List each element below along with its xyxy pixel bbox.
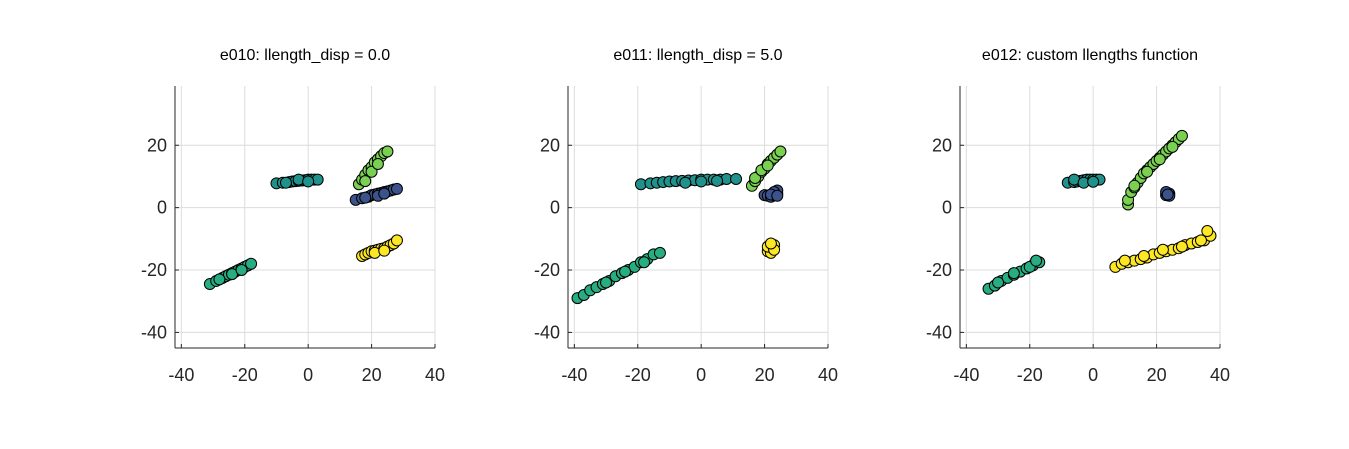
scatter-point: [774, 145, 787, 158]
scatter-point: [619, 265, 632, 278]
x-tick-label: 20: [362, 365, 382, 385]
x-tick-label: 20: [755, 365, 775, 385]
scatter-point: [638, 256, 651, 269]
scatter-point: [378, 244, 391, 257]
y-tick-label: 20: [540, 135, 560, 155]
scatter-series-6: [356, 234, 403, 262]
scatter-point: [711, 174, 724, 187]
scatter-point: [213, 273, 226, 286]
scatter-series-5: [352, 145, 394, 191]
x-tick-label: -40: [953, 365, 979, 385]
scatter-point: [1156, 243, 1169, 256]
scatter-point: [1087, 175, 1100, 188]
scatter-point: [771, 189, 784, 202]
y-tick-label: -40: [141, 322, 167, 342]
y-tick-label: 0: [942, 198, 952, 218]
scatter-point: [1030, 254, 1043, 267]
scatter-point: [679, 176, 692, 189]
scatter-series-2: [1061, 173, 1106, 189]
scatter-point: [1166, 140, 1179, 153]
scatter-series-3: [571, 246, 666, 305]
x-tick-label: -20: [625, 365, 651, 385]
panel-title: e011: llength_disp = 5.0: [613, 47, 782, 64]
scatter-series-2: [634, 172, 743, 191]
scatter-point: [1141, 165, 1154, 178]
scatter-point: [245, 257, 258, 270]
scatter-point: [365, 165, 378, 178]
scatter-point: [1007, 267, 1020, 280]
scatter-point: [761, 159, 774, 172]
scatter-point: [1201, 225, 1214, 238]
scatter-series-3: [982, 254, 1046, 295]
scatter-point: [378, 187, 391, 200]
x-tick-label: -20: [232, 365, 258, 385]
y-tick-label: -20: [141, 260, 167, 280]
y-tick-label: 0: [550, 198, 560, 218]
x-tick-label: 0: [1088, 365, 1098, 385]
scatter-point: [1175, 240, 1188, 253]
scatter-point: [235, 264, 248, 277]
scatter-point: [1128, 179, 1141, 192]
scatter-panel-1: -40 -20 0 20 40 -40 -20 0 20 e010: llength_disp =…: [141, 47, 445, 385]
y-tick-label: -20: [926, 260, 952, 280]
x-tick-label: -40: [561, 365, 587, 385]
y-tick-label: -40: [926, 322, 952, 342]
scatter-point: [381, 145, 394, 158]
x-tick-label: 40: [425, 365, 445, 385]
panel-title: e010: llength_disp = 0.0: [220, 47, 390, 64]
y-tick-label: 20: [932, 135, 952, 155]
scatter-point: [302, 175, 315, 188]
x-tick-label: 40: [1210, 365, 1230, 385]
scatter-series-1: [1160, 186, 1176, 202]
scatter-point: [730, 172, 743, 185]
scatter-point: [371, 157, 384, 170]
x-tick-label: -40: [168, 365, 194, 385]
scatter-point: [992, 276, 1005, 289]
scatter-point: [1194, 234, 1207, 247]
scatter-series-4: [1122, 129, 1188, 211]
scatter-point: [279, 176, 292, 189]
x-tick-label: 0: [303, 365, 313, 385]
scatter-point: [1175, 129, 1188, 142]
scatter-point: [390, 182, 403, 195]
panel-title: e012: custom llengths function: [982, 47, 1198, 64]
scatter-panel-2: -40 -20 0 20 40 -40 -20 0 20 e011: llength_disp =…: [534, 47, 838, 385]
scatter-panel-3: -40 -20 0 20 40 -40 -20 0 20 e012: custom llength…: [926, 47, 1230, 385]
scatter-series-2: [349, 182, 403, 206]
scatter-point: [1118, 254, 1131, 267]
y-tick-label: 20: [147, 135, 167, 155]
x-tick-label: 40: [818, 365, 838, 385]
y-tick-label: -40: [534, 322, 560, 342]
scatter-point: [600, 276, 613, 289]
x-tick-label: 0: [696, 365, 706, 385]
scatter-point: [653, 246, 666, 259]
scatter-series-1: [758, 184, 784, 203]
scatter-point: [1137, 249, 1150, 262]
scatter-point: [764, 237, 777, 250]
scatter-series-3: [270, 173, 324, 190]
scatter-point: [749, 172, 762, 185]
x-tick-label: 20: [1147, 365, 1167, 385]
scatter-point: [390, 234, 403, 247]
scatter-series-4: [203, 257, 258, 291]
scatter-point: [1161, 188, 1174, 201]
scatter-point: [359, 175, 372, 188]
scatter-series-5: [761, 237, 781, 259]
y-tick-label: 0: [157, 198, 167, 218]
scatter-series-5: [1109, 225, 1217, 273]
scatter-point: [1153, 153, 1166, 166]
x-tick-label: -20: [1017, 365, 1043, 385]
scatter-point: [359, 191, 372, 204]
scatter-point: [695, 175, 708, 188]
y-tick-label: -20: [534, 260, 560, 280]
scatter-series-4: [745, 145, 787, 192]
